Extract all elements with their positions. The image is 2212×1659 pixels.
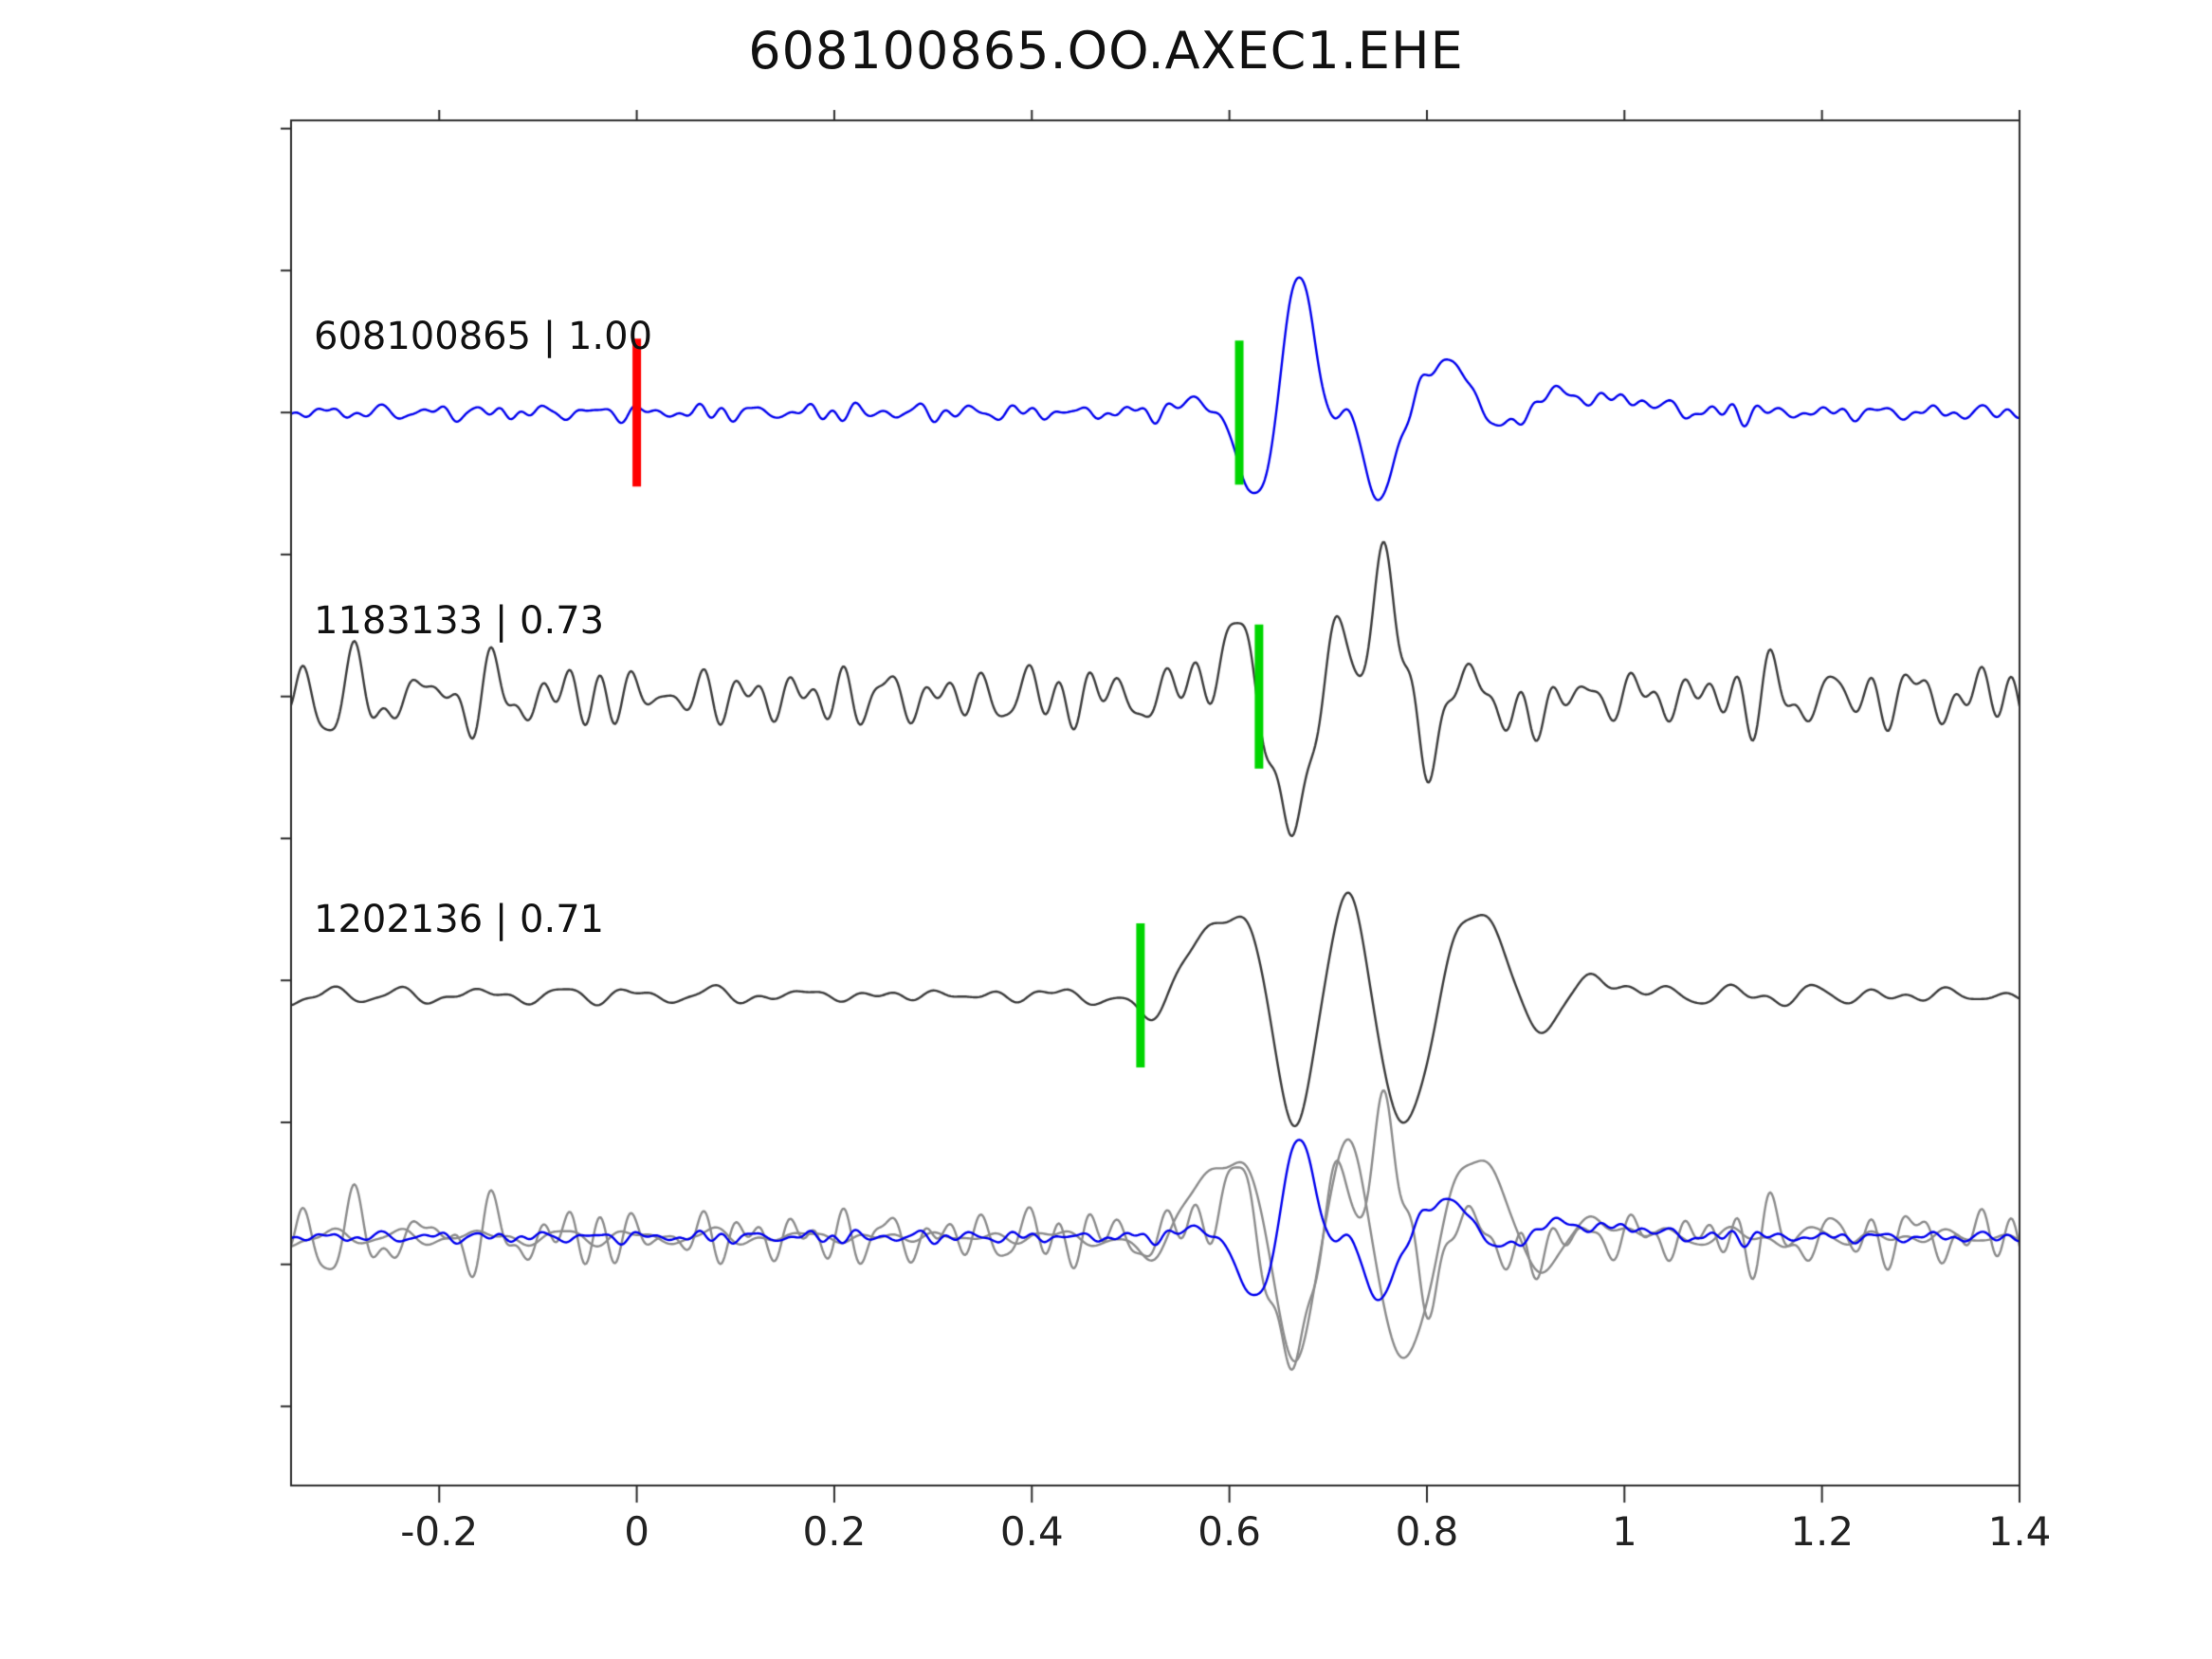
waveform-figure: 608100865.OO.AXEC1.EHE 608100865 | 1.001… [0,0,2212,1659]
waveform-plot-canvas [0,0,2212,1659]
